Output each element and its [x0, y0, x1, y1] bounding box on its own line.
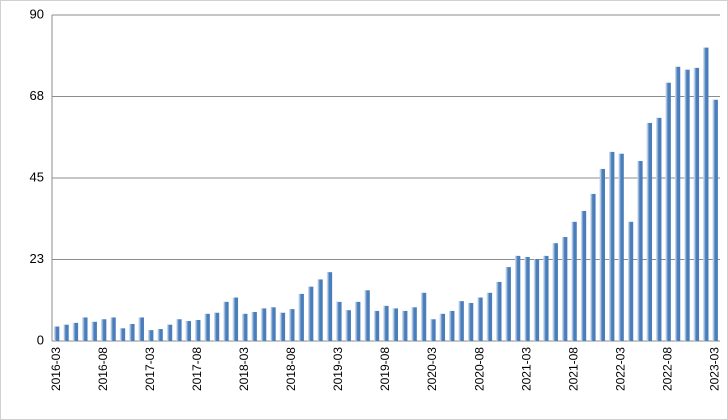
x-tick-label: 2021-08	[566, 347, 580, 391]
x-tick-label: 2022-08	[660, 347, 674, 391]
bar-highlight	[637, 160, 643, 341]
bar-highlight	[223, 301, 229, 341]
bar-highlight	[326, 272, 333, 341]
bar-highlight	[289, 309, 295, 341]
x-tick-label: 2017-03	[143, 347, 157, 391]
bar-highlight	[204, 313, 210, 341]
bar-highlight	[138, 317, 144, 341]
x-tick-label: 2023-03	[707, 347, 721, 391]
bar-highlight	[72, 322, 79, 341]
bar-highlight	[430, 319, 436, 341]
bar-highlight	[703, 47, 709, 341]
bar-highlight	[505, 267, 511, 341]
y-tick-label: 45	[30, 169, 44, 184]
bar-highlight	[157, 329, 163, 341]
bar-highlight	[675, 66, 681, 341]
bar-highlight	[82, 317, 88, 341]
x-tick-label: 2017-08	[190, 347, 204, 391]
x-tick-label: 2016-03	[49, 347, 63, 391]
bar-highlight	[477, 297, 483, 341]
bar-highlight	[618, 153, 624, 341]
bar-highlight	[345, 310, 351, 341]
bar-highlight	[242, 313, 248, 341]
bar-highlight	[609, 151, 615, 341]
bar-highlight	[496, 281, 502, 341]
bar-highlight	[599, 168, 605, 341]
bar-highlight	[515, 255, 521, 341]
bar-highlight	[129, 323, 135, 341]
bar-highlight	[439, 313, 446, 341]
bar-highlight	[232, 297, 239, 341]
bar-highlight	[279, 312, 286, 341]
bar-highlight	[449, 310, 455, 341]
bar-highlight	[355, 301, 361, 341]
bar-highlight	[148, 330, 154, 341]
bar-highlight	[590, 193, 596, 341]
bar-highlight	[712, 99, 718, 341]
bar-highlight	[251, 312, 257, 341]
bar-highlight	[524, 256, 530, 341]
y-tick-label: 0	[37, 332, 44, 347]
x-tick-label: 2022-03	[613, 347, 627, 391]
bar-highlight	[261, 308, 267, 341]
bar-highlight	[392, 308, 399, 341]
bar-highlight	[552, 243, 558, 341]
bar-highlight	[298, 293, 304, 341]
x-tick-label: 2021-03	[519, 347, 533, 391]
bar-highlight	[580, 210, 587, 341]
bar-highlight	[308, 286, 314, 341]
bar-highlight	[270, 307, 276, 341]
y-tick-label: 90	[30, 6, 44, 21]
x-tick-label: 2020-08	[472, 347, 486, 391]
x-tick-label: 2018-08	[284, 347, 298, 391]
bar-highlight	[562, 237, 568, 341]
bar-highlight	[195, 319, 201, 341]
bar-highlight	[364, 290, 370, 341]
bar-highlight	[176, 319, 182, 341]
x-tick-label: 2016-08	[96, 347, 110, 391]
x-tick-label: 2018-03	[237, 347, 251, 391]
y-tick-label: 23	[30, 251, 44, 266]
bar-highlight	[373, 310, 380, 341]
bar-highlight	[684, 69, 690, 341]
bar-highlight	[383, 305, 389, 341]
bar-highlight	[665, 82, 671, 341]
bar-highlight	[63, 324, 69, 341]
bar-highlight	[468, 302, 474, 341]
bar-highlight	[411, 307, 417, 341]
bar-highlight	[317, 279, 323, 341]
bar-highlight	[402, 310, 408, 341]
x-tick-label: 2019-08	[378, 347, 392, 391]
bar-highlight	[336, 301, 342, 341]
bar-highlight	[421, 292, 427, 341]
bar-highlight	[119, 328, 126, 341]
bar-highlight	[571, 221, 577, 341]
bar-highlight	[91, 321, 97, 341]
bar-highlight	[185, 321, 192, 341]
bar-highlight	[656, 117, 662, 341]
bar-highlight	[543, 255, 549, 341]
bar-highlight	[101, 319, 107, 341]
bar-highlight	[533, 259, 540, 341]
bar-highlight	[628, 221, 634, 341]
x-tick-label: 2019-03	[331, 347, 345, 391]
bar-highlight	[54, 326, 60, 341]
bar-highlight	[646, 122, 653, 341]
bar-highlight	[110, 317, 116, 341]
bar-highlight	[693, 67, 700, 341]
bar-highlight	[458, 301, 464, 341]
bar-highlight	[167, 324, 173, 341]
bar-highlight	[214, 312, 220, 341]
x-tick-label: 2020-03	[425, 347, 439, 391]
y-tick-label: 68	[30, 88, 44, 103]
bar-highlight	[486, 292, 493, 341]
